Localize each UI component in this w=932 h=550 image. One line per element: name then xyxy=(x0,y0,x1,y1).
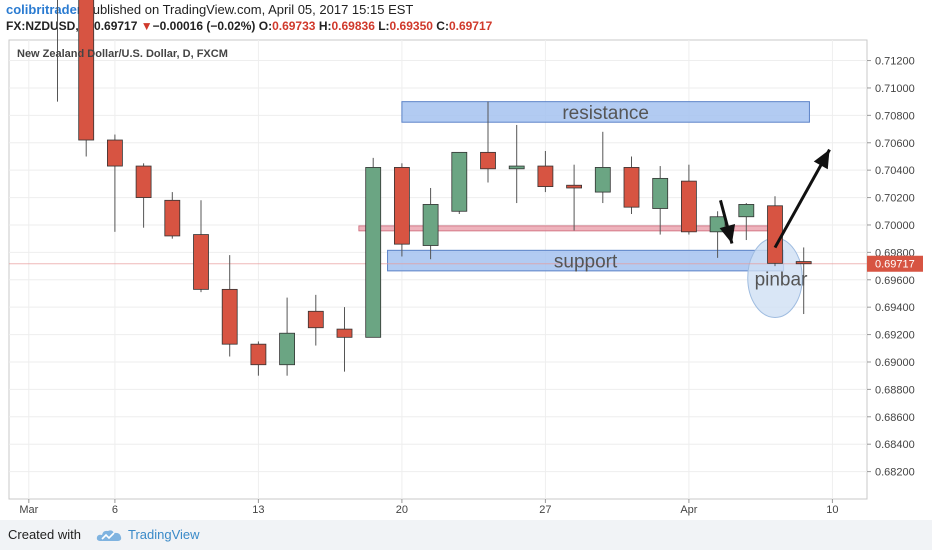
candle-body xyxy=(135,165,152,198)
down-arrow-icon: ▼ xyxy=(140,19,153,33)
candle-body xyxy=(681,180,697,233)
x-tick-label: 13 xyxy=(252,504,264,516)
price-axis[interactable]: 0.71200 0.71000 0.70800 0.70600 0.70400 0.702… xyxy=(867,56,923,479)
footer-bar: Created with TradingView xyxy=(0,520,932,550)
candle-body xyxy=(193,234,209,290)
close-label: C: xyxy=(436,19,449,33)
candle-body xyxy=(594,167,611,193)
tradingview-cloud-icon[interactable] xyxy=(96,528,122,542)
arrow-head xyxy=(813,149,830,170)
last-price: 0.69717 xyxy=(94,19,138,33)
candle-body xyxy=(795,261,812,265)
candle-body xyxy=(652,177,669,209)
candle-body xyxy=(336,328,353,338)
created-with-text: Created with xyxy=(8,527,81,542)
y-tick-label: 0.69400 xyxy=(875,302,915,314)
candle-body xyxy=(451,151,468,212)
resistance-label: resistance xyxy=(562,103,649,124)
candle-body xyxy=(767,205,783,264)
x-tick-label: 20 xyxy=(396,504,408,516)
candle-body xyxy=(307,310,324,329)
x-tick-label: 27 xyxy=(539,504,551,516)
candle-body xyxy=(164,199,181,237)
y-tick-label: 0.68800 xyxy=(875,384,915,396)
x-tick-label: Mar xyxy=(19,504,38,516)
high-label: H: xyxy=(318,19,332,33)
author-link[interactable]: colibritrader xyxy=(6,2,82,17)
candle-body xyxy=(78,0,95,141)
y-tick-label: 0.69600 xyxy=(875,275,915,287)
arrow-shaft xyxy=(773,148,831,249)
published-text: published on TradingView.com, April 05, … xyxy=(85,2,414,17)
candle-body xyxy=(422,204,439,246)
candle-body xyxy=(279,332,296,366)
pinbar-label: pinbar xyxy=(755,270,808,291)
y-tick-label: 0.70600 xyxy=(875,138,915,150)
last-price-tag xyxy=(867,255,923,272)
last-price-tag-label: 0.69717 xyxy=(875,259,915,271)
y-tick-label: 0.70000 xyxy=(875,220,915,232)
ohlc-bar: FX:NZDUSD, D 0.69717 ▼−0.00016 (−0.02%) … xyxy=(6,19,492,33)
open-label: O: xyxy=(258,19,273,33)
high-value: 0.69836 xyxy=(331,19,375,33)
y-tick-label: 0.71000 xyxy=(875,83,915,95)
y-tick-label: 0.71200 xyxy=(875,56,915,68)
candle-body xyxy=(537,165,554,188)
candle-body xyxy=(738,204,755,218)
tradingview-brand[interactable]: TradingView xyxy=(128,527,200,542)
candle-body xyxy=(393,167,410,245)
close-value: 0.69717 xyxy=(448,19,493,33)
resistance-zone xyxy=(401,101,810,123)
y-tick-label: 0.68200 xyxy=(875,467,915,479)
publish-info: colibritrader published on TradingView.c… xyxy=(6,2,413,17)
chart-title: New Zealand Dollar/U.S. Dollar, D, FXCM xyxy=(17,48,228,60)
candle-body xyxy=(107,139,123,167)
y-tick-label: 0.70400 xyxy=(875,165,915,177)
price-change: −0.00016 (−0.02%) xyxy=(152,19,256,33)
time-axis[interactable]: Mar 6 13 20 27 Apr 10 xyxy=(19,499,839,516)
candle-body xyxy=(623,167,640,208)
low-label: L: xyxy=(378,19,390,33)
arrow-head xyxy=(719,224,736,244)
grid-lines xyxy=(9,40,867,499)
y-tick-label: 0.68600 xyxy=(875,412,915,424)
candle-body xyxy=(566,184,582,189)
y-tick-label: 0.70200 xyxy=(875,193,915,205)
price-chart[interactable]: resistance support pinbar New Zealand Doll… xyxy=(0,0,932,520)
y-tick-label: 0.70800 xyxy=(875,110,915,122)
candle-body xyxy=(480,151,496,170)
candle-body xyxy=(250,343,267,366)
y-tick-label: 0.69200 xyxy=(875,330,915,342)
candle-body xyxy=(221,288,238,345)
open-value: 0.69733 xyxy=(272,19,316,33)
annotations-back xyxy=(9,101,867,318)
support-label: support xyxy=(554,252,618,273)
candle-body xyxy=(508,165,525,170)
annotations-front: resistance support pinbar xyxy=(554,103,831,291)
y-tick-label: 0.68400 xyxy=(875,439,915,451)
symbol-label: FX:NZDUSD, D xyxy=(6,19,91,33)
x-tick-label: Apr xyxy=(680,504,697,516)
x-tick-label: 6 xyxy=(112,504,118,516)
low-value: 0.69350 xyxy=(389,19,433,33)
candle-body xyxy=(365,167,382,338)
candle-series xyxy=(57,0,812,376)
x-tick-label: 10 xyxy=(826,504,838,516)
y-tick-label: 0.69000 xyxy=(875,357,915,369)
